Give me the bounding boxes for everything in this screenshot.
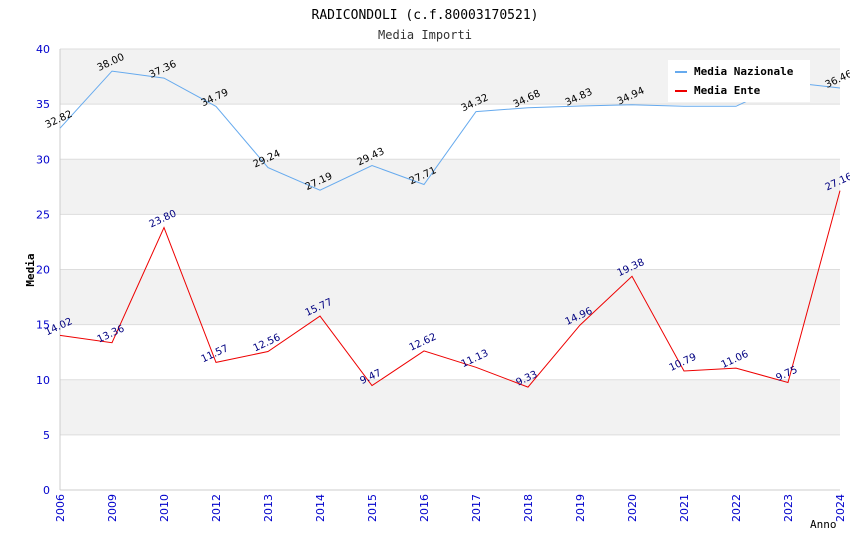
x-tick-label: 2021 bbox=[678, 494, 691, 522]
y-axis-ticks: 0 5 10 15 20 25 30 35 40 bbox=[36, 43, 50, 497]
y-tick-label: 35 bbox=[36, 98, 50, 111]
series-lines bbox=[59, 70, 841, 388]
x-tick-label: 2006 bbox=[54, 494, 67, 522]
series-line-media-ente bbox=[59, 190, 841, 388]
x-axis-ticks: 2006 2009 2010 2012 2013 2014 2015 2016 2017 2018… bbox=[54, 494, 847, 522]
y-tick-label: 15 bbox=[36, 319, 50, 332]
y-tick-label: 0 bbox=[43, 484, 50, 497]
y-tick-label: 25 bbox=[36, 208, 50, 221]
axes bbox=[59, 49, 840, 491]
x-tick-label: 2009 bbox=[106, 494, 119, 522]
x-axis-label: Anno bbox=[810, 518, 837, 531]
y-tick-label: 40 bbox=[36, 43, 50, 56]
y-tick-label: 30 bbox=[36, 153, 50, 166]
x-tick-label: 2018 bbox=[522, 494, 535, 522]
bg-band bbox=[60, 269, 840, 325]
bg-band bbox=[60, 434, 840, 490]
x-tick-label: 2013 bbox=[262, 494, 275, 522]
x-tick-label: 2024 bbox=[834, 494, 847, 522]
x-tick-label: 2010 bbox=[158, 494, 171, 522]
y-tick-label: 20 bbox=[36, 264, 50, 277]
legend-label-media-nazionale: Media Nazionale bbox=[694, 65, 794, 78]
x-tick-label: 2016 bbox=[418, 494, 431, 522]
bg-band bbox=[60, 104, 840, 160]
legend-box bbox=[668, 60, 810, 102]
legend-label-media-ente: Media Ente bbox=[694, 84, 761, 97]
bg-band bbox=[60, 159, 840, 215]
x-tick-label: 2017 bbox=[470, 494, 483, 522]
background-bands bbox=[60, 49, 840, 490]
x-tick-label: 2019 bbox=[574, 494, 587, 522]
bg-band bbox=[60, 324, 840, 380]
x-tick-label: 2014 bbox=[314, 494, 327, 522]
bg-band bbox=[60, 379, 840, 435]
y-tick-label: 5 bbox=[43, 429, 50, 442]
x-tick-label: 2020 bbox=[626, 494, 639, 522]
y-tick-label: 10 bbox=[36, 374, 50, 387]
legend: Media Nazionale Media Ente bbox=[668, 60, 810, 102]
bg-band bbox=[60, 214, 840, 270]
x-tick-label: 2015 bbox=[366, 494, 379, 522]
x-tick-label: 2023 bbox=[782, 494, 795, 522]
y-axis-label: Media bbox=[24, 253, 37, 286]
chart-subtitle: Media Importi bbox=[378, 28, 472, 42]
x-tick-label: 2022 bbox=[730, 494, 743, 522]
x-tick-label: 2012 bbox=[210, 494, 223, 522]
series-line-media-nazionale bbox=[59, 70, 841, 191]
chart-title: RADICONDOLI (c.f.80003170521) bbox=[312, 8, 539, 23]
